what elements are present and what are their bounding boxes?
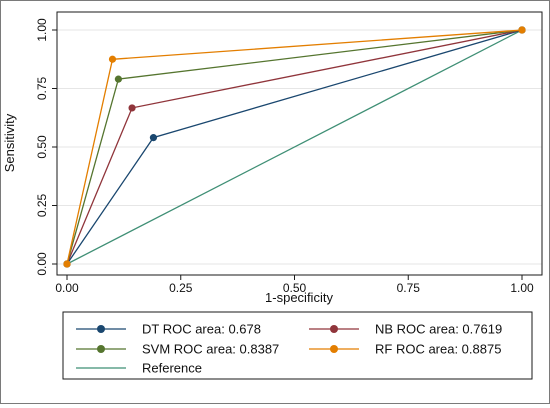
data-point-rf — [63, 260, 71, 268]
x-axis-ticks: 0.00 0.25 0.50 0.75 1.00 — [55, 275, 534, 295]
legend-label-dt: DT ROC area: 0.678 — [142, 322, 261, 337]
series-line-reference — [66, 29, 523, 265]
data-point-nb — [128, 104, 136, 112]
x-tick-label: 0.75 — [397, 281, 421, 295]
legend-label-nb: NB ROC area: 0.7619 — [375, 322, 502, 337]
legend-marker-rf — [330, 345, 338, 353]
y-tick-label: 0.00 — [35, 252, 49, 276]
y-tick-label: 1.00 — [35, 18, 49, 42]
x-tick-label: 0.00 — [55, 281, 79, 295]
legend-label-reference: Reference — [142, 361, 202, 376]
legend-marker-dt — [97, 325, 105, 333]
y-tick-label: 0.50 — [35, 135, 49, 159]
x-tick-label: 0.25 — [169, 281, 193, 295]
legend-label-svm: SVM ROC area: 0.8387 — [142, 342, 279, 357]
y-axis-ticks: 0.00 0.25 0.50 0.75 1.00 — [35, 18, 57, 276]
plot-area-border — [56, 11, 543, 276]
x-tick-label: 0.50 — [283, 281, 307, 295]
legend-label-rf: RF ROC area: 0.8875 — [375, 342, 501, 357]
y-tick-label: 0.25 — [35, 193, 49, 217]
data-point-rf — [518, 26, 526, 34]
marker-layer — [63, 26, 526, 268]
data-point-dt — [149, 134, 158, 142]
legend-marker-nb — [330, 325, 338, 333]
legend — [62, 311, 533, 380]
x-tick-label: 1.00 — [510, 281, 534, 295]
grid-lines — [57, 29, 542, 265]
y-tick-label: 0.75 — [35, 76, 49, 100]
legend-entries: DT ROC area: 0.678 NB ROC area: 0.7619 SVM… — [76, 322, 502, 376]
legend-marker-svm — [97, 345, 105, 353]
data-point-svm — [114, 75, 123, 83]
x-axis-label: 1-specificity — [265, 290, 333, 305]
y-axis-label: Sensitivity — [2, 113, 17, 172]
data-point-rf — [108, 55, 117, 63]
